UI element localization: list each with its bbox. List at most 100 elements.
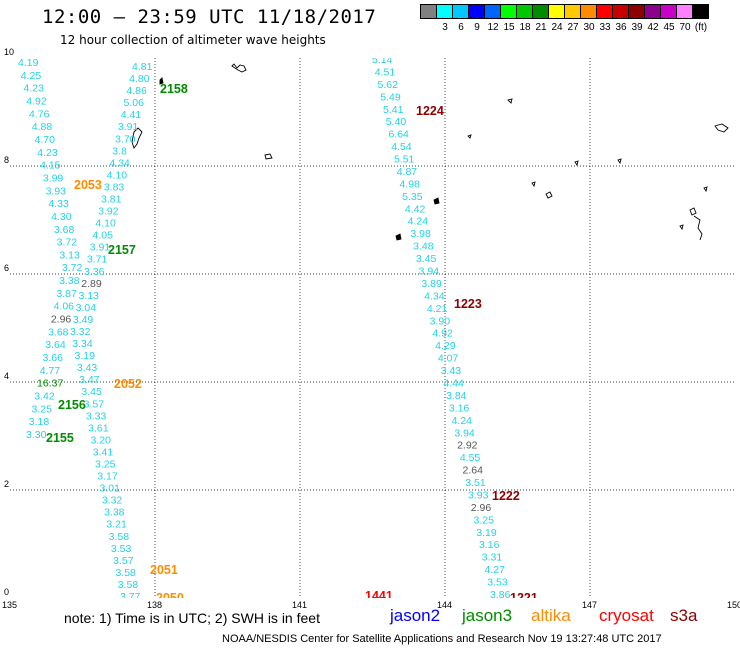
scale-label: 27 [567,22,579,33]
pass-time-label: 1224 [416,104,444,118]
wave-height-label: 3.38 [59,275,80,287]
wave-height-label: 4.41 [121,109,142,121]
wave-height-label: 3.21 [106,519,127,531]
scale-swatch [660,4,677,19]
island-outline [714,123,729,133]
wave-height-label: 2.96 [51,314,72,326]
wave-height-label: 3.64 [45,339,66,351]
wave-height-label: 4.55 [460,452,481,464]
wave-height-label: 3.38 [104,507,125,519]
wave-height-label: 3.47 [79,374,100,386]
island-outline [131,127,143,149]
scale-label: 70 [679,22,691,33]
scale-swatch [676,4,693,19]
scale-label: (ft) [694,22,708,33]
wave-height-label: 4.23 [24,83,45,95]
pass-time-label: 1222 [492,489,520,503]
wave-height-label: 4.30 [51,211,72,223]
wave-height-label: 3.57 [84,398,105,410]
wave-height-label: 4.24 [452,415,473,427]
wave-height-label: 3.25 [474,514,495,526]
wave-height-label: 3.66 [43,352,64,364]
wave-height-label: 4.25 [21,70,42,82]
x-tick-label: 144 [437,600,453,610]
island-outline [545,191,553,199]
wave-height-label: 4.05 [93,230,114,242]
satellite-jason2: jason2 [390,606,441,625]
wave-height-label: 3.04 [76,302,97,314]
wave-height-label: 3.77 [120,591,141,598]
map-plot-area: 4.814.804.865.064.413.913.703.84.344.103… [10,58,735,598]
pass-time-label: 2051 [150,563,178,577]
pass-time-label: 2155 [46,431,74,445]
pass-time-label: 2052 [114,377,142,391]
wave-height-label: 4.44 [443,377,464,389]
credit-line: NOAA/NESDIS Center for Satellite Applica… [222,633,662,645]
pass-time-label: 2157 [108,243,136,257]
island-outline [395,233,402,241]
wave-height-label: 3.41 [93,446,114,458]
wave-height-label: 4.86 [126,85,147,97]
wave-height-label: 4.33 [48,198,69,210]
wave-height-label: 3.93 [46,185,67,197]
wave-height-label: 3.84 [446,390,467,402]
pass-time-label: 2053 [74,178,102,192]
wave-height-label: 3.45 [416,253,437,265]
scale-label: 18 [519,22,531,33]
x-tick-label: 135 [2,600,18,610]
wave-height-label: 3.68 [48,326,69,338]
scale-swatch [420,4,437,19]
scale-swatch [580,4,597,19]
wave-height-label: 3.72 [57,237,78,249]
wave-height-label: 3.16 [449,402,470,414]
y-tick-label: 0 [4,587,10,597]
wave-height-label: 4.07 [438,353,459,365]
y-tick-label: 8 [4,155,10,165]
y-tick-label: 6 [4,263,10,273]
wave-height-label: 4.34 [109,157,130,169]
wave-height-label: 5.49 [380,91,401,103]
scale-label: 15 [503,22,515,33]
wave-height-label: 4.27 [485,564,506,576]
island-outline [689,207,697,216]
wave-height-label: 3.13 [59,249,80,261]
wave-height-label: 3.91 [118,121,139,133]
wave-height-label: 3.94 [454,427,475,439]
wave-height-label: 4.51 [375,66,396,78]
wave-height-label: 3.58 [118,579,139,591]
wave-height-label: 4.70 [35,134,56,146]
wave-height-label: 3.20 [90,434,111,446]
wave-height-label: 4.23 [37,147,58,159]
scale-label: 30 [583,22,595,33]
wave-height-label: 3.86 [490,589,511,598]
island-outline [231,63,247,73]
wave-height-label: 3.25 [95,459,116,471]
wave-height-label: 3.72 [62,262,83,274]
wave-height-label: 3.53 [487,577,508,589]
wave-height-label: 3.83 [104,181,125,193]
island-outline [574,160,579,167]
wave-height-label: 3.58 [115,567,136,579]
wave-height-label: 3.87 [56,288,77,300]
wave-height-label: 3.31 [482,552,503,564]
scale-swatch [500,4,517,19]
wave-height-label: 3.43 [77,362,98,374]
wave-height-label: 5.35 [402,191,423,203]
wave-height-label: 4.77 [40,365,61,377]
wave-height-label: 4.34 [424,290,445,302]
footer-note: note: 1) Time is in UTC; 2) SWH is in fe… [64,610,320,626]
pass-time-label: 1441 [365,589,393,598]
scale-swatch [596,4,613,19]
scale-label: 39 [631,22,643,33]
wave-height-label: 3.92 [98,206,119,218]
wave-height-label: 4.42 [405,203,426,215]
island-outline [467,134,472,139]
wave-height-label: 4.92 [26,95,47,107]
wave-height-label: 4.10 [95,218,116,230]
scale-label: 12 [487,22,499,33]
wave-height-label: 4.76 [29,108,50,120]
wave-height-label: 4.29 [435,340,456,352]
scale-label: 21 [535,22,547,33]
wave-height-label: 3.57 [113,555,134,567]
island-outline [531,181,536,188]
